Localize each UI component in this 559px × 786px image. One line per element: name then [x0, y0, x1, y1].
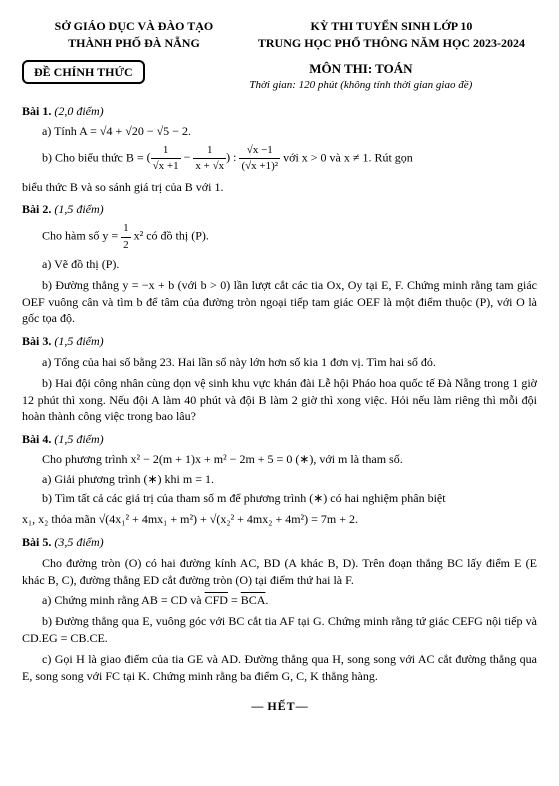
- p2-intro-post: x² có đồ thị (P).: [131, 229, 209, 243]
- p1a-prefix: a) Tính A =: [42, 124, 100, 138]
- subject-title: MÔN THI: TOÁN: [185, 60, 537, 78]
- p2-intro-pre: Cho hàm số y =: [42, 229, 121, 243]
- problem-4: Bài 4. (1,5 điểm) Cho phương trình x² − …: [22, 431, 537, 528]
- p5a-mid: =: [228, 593, 241, 607]
- problem-2-points: (1,5 điểm): [54, 202, 103, 216]
- exam-title-1: KỲ THI TUYỂN SINH LỚP 10: [246, 18, 537, 35]
- p4b-expr: √(4x₁² + 4mx₁ + m²) + √(x₂² + 4mx₂ + 4m²…: [99, 512, 358, 526]
- problem-5c: c) Gọi H là giao điểm của tia GE và AD. …: [22, 651, 537, 685]
- p4b-vars: x₁, x₂ thỏa mãn: [22, 512, 99, 526]
- problem-3-title: Bài 3.: [22, 334, 51, 348]
- p5a-pre: a) Chứng minh rằng AB = CD và: [42, 593, 205, 607]
- p5a-post: .: [265, 593, 268, 607]
- subject-row: ĐỀ CHÍNH THỨC MÔN THI: TOÁN Thời gian: 1…: [22, 60, 537, 94]
- problem-3-points: (1,5 điểm): [54, 334, 103, 348]
- problem-2-intro: Cho hàm số y = 12 x² có đồ thị (P).: [42, 221, 537, 253]
- subject-block: MÔN THI: TOÁN Thời gian: 120 phút (không…: [185, 60, 537, 94]
- p1b-expr: (1√x +1 − 1x + √x) : √x −1(√x +1)²: [147, 150, 281, 164]
- problem-5-title: Bài 5.: [22, 535, 51, 549]
- problem-2-title: Bài 2.: [22, 202, 51, 216]
- header-right: KỲ THI TUYỂN SINH LỚP 10 TRUNG HỌC PHỔ T…: [246, 18, 537, 52]
- end-marker: HẾT: [22, 698, 537, 715]
- problem-4b-line2: x₁, x₂ thỏa mãn √(4x₁² + 4mx₁ + m²) + √(…: [22, 511, 537, 528]
- p5a-arc1: CFD: [205, 593, 228, 607]
- p5a-arc2: BCA: [241, 593, 266, 607]
- org-name-2: THÀNH PHỐ ĐÀ NẴNG: [22, 35, 246, 52]
- problem-5-intro: Cho đường tròn (O) có hai đường kính AC,…: [22, 555, 537, 589]
- p1b-tail: biểu thức B và so sánh giá trị của B với…: [22, 179, 537, 196]
- problem-4-intro: Cho phương trình x² − 2(m + 1)x + m² − 2…: [42, 451, 537, 468]
- official-stamp: ĐỀ CHÍNH THỨC: [22, 60, 145, 85]
- p2-half: 12: [121, 221, 131, 253]
- problem-2a: a) Vẽ đồ thị (P).: [42, 256, 537, 273]
- problem-2: Bài 2. (1,5 điểm) Cho hàm số y = 12 x² c…: [22, 201, 537, 327]
- p1a-expr: √4 + √20 − √5 − 2.: [100, 124, 191, 138]
- exam-duration: Thời gian: 120 phút (không tính thời gia…: [185, 78, 537, 93]
- problem-4-title: Bài 4.: [22, 432, 51, 446]
- problem-3b: b) Hai đội công nhân cùng dọn vệ sinh kh…: [22, 375, 537, 425]
- problem-1a: a) Tính A = √4 + √20 − √5 − 2.: [42, 123, 537, 140]
- p1b-prefix: b) Cho biểu thức B =: [42, 150, 147, 164]
- problem-1b: b) Cho biểu thức B = (1√x +1 − 1x + √x) …: [42, 143, 537, 175]
- problem-2b: b) Đường thẳng y = −x + b (với b > 0) lầ…: [22, 277, 537, 327]
- problem-4b-line1: b) Tìm tất cả các giá trị của tham số m …: [42, 490, 537, 507]
- problem-4-points: (1,5 điểm): [54, 432, 103, 446]
- header: SỞ GIÁO DỤC VÀ ĐÀO TẠO THÀNH PHỐ ĐÀ NẴNG…: [22, 18, 537, 52]
- problem-5b: b) Đường thẳng qua E, vuông góc với BC c…: [22, 613, 537, 647]
- problem-5a: a) Chứng minh rằng AB = CD và CFD = BCA.: [22, 592, 537, 609]
- problem-1-title: Bài 1.: [22, 104, 51, 118]
- problem-4a: a) Giải phương trình (∗) khi m = 1.: [42, 471, 537, 488]
- problem-3a: a) Tổng của hai số bằng 23. Hai lần số n…: [22, 354, 537, 371]
- problem-3: Bài 3. (1,5 điểm) a) Tổng của hai số bằn…: [22, 333, 537, 425]
- header-left: SỞ GIÁO DỤC VÀ ĐÀO TẠO THÀNH PHỐ ĐÀ NẴNG: [22, 18, 246, 52]
- org-name-1: SỞ GIÁO DỤC VÀ ĐÀO TẠO: [22, 18, 246, 35]
- exam-title-2: TRUNG HỌC PHỔ THÔNG NĂM HỌC 2023-2024: [246, 35, 537, 52]
- problem-5: Bài 5. (3,5 điểm) Cho đường tròn (O) có …: [22, 534, 537, 684]
- problem-5-points: (3,5 điểm): [54, 535, 103, 549]
- problem-1: Bài 1. (2,0 điểm) a) Tính A = √4 + √20 −…: [22, 103, 537, 195]
- problem-1-points: (2,0 điểm): [54, 104, 103, 118]
- p1b-cond: với x > 0 và x ≠ 1. Rút gọn: [280, 150, 413, 164]
